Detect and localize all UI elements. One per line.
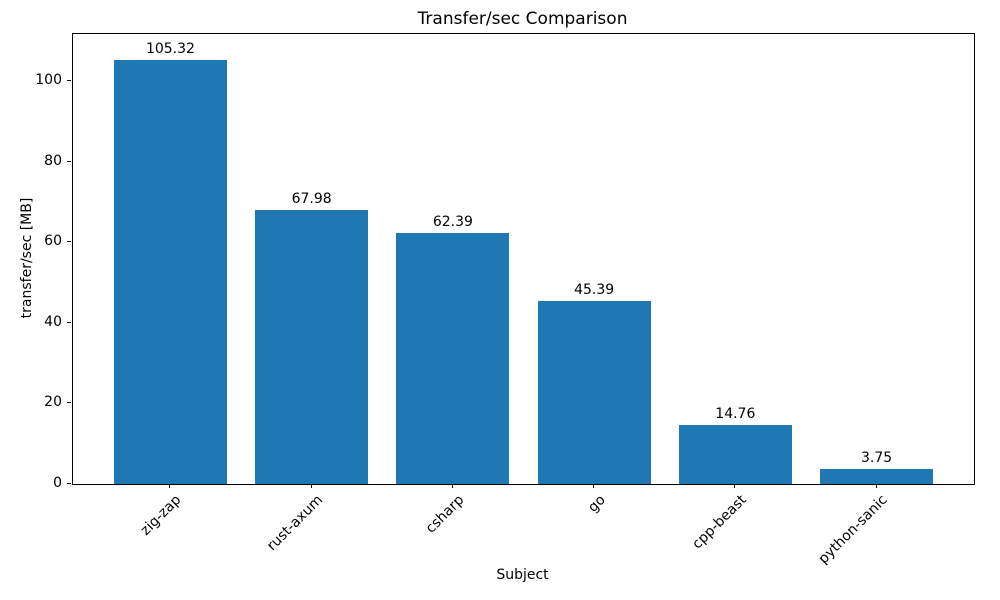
plot-area: 105.32 67.98 62.39 45.39 14.76 3.75 — [72, 33, 975, 485]
x-tick-label: rust-axum — [263, 492, 326, 555]
y-axis-label: transfer/sec [MB] — [19, 197, 35, 319]
x-tick — [875, 484, 877, 488]
bar — [113, 59, 227, 484]
y-tick — [67, 402, 71, 404]
y-tick — [67, 80, 71, 82]
y-tick — [67, 483, 71, 484]
bar — [537, 301, 651, 484]
y-tick-label: 80 — [44, 152, 62, 169]
y-tick-label: 100 — [35, 72, 62, 89]
y-tick — [67, 241, 71, 243]
bar-value-label: 67.98 — [291, 191, 332, 208]
y-tick-label: 20 — [44, 394, 62, 411]
y-tick — [67, 160, 71, 162]
x-tick-label: csharp — [422, 492, 468, 537]
x-axis-label: Subject — [496, 567, 549, 583]
bar-value-label: 105.32 — [145, 40, 195, 57]
chart-title: Transfer/sec Comparison — [417, 9, 628, 29]
bar-value-label: 62.39 — [432, 213, 473, 230]
bar — [678, 424, 792, 484]
bar — [255, 210, 369, 484]
y-tick-label: 0 — [53, 475, 62, 491]
x-tick-label: go — [584, 492, 609, 516]
x-tick — [734, 484, 736, 488]
x-tick-label: zig-zap — [138, 492, 185, 539]
bar-value-label: 14.76 — [715, 405, 756, 422]
x-tick-label: cpp-beast — [689, 492, 750, 553]
x-tick — [169, 484, 171, 488]
x-tick-label: python-sanic — [815, 492, 891, 568]
bar — [820, 468, 934, 484]
x-tick — [310, 484, 312, 488]
bar-value-label: 3.75 — [860, 449, 893, 466]
bar-value-label: 45.39 — [574, 282, 615, 299]
x-tick — [451, 484, 453, 488]
bar — [396, 232, 510, 484]
y-tick-label: 60 — [44, 233, 62, 250]
x-tick — [593, 484, 595, 488]
y-tick — [67, 321, 71, 323]
y-tick-label: 40 — [44, 313, 62, 330]
